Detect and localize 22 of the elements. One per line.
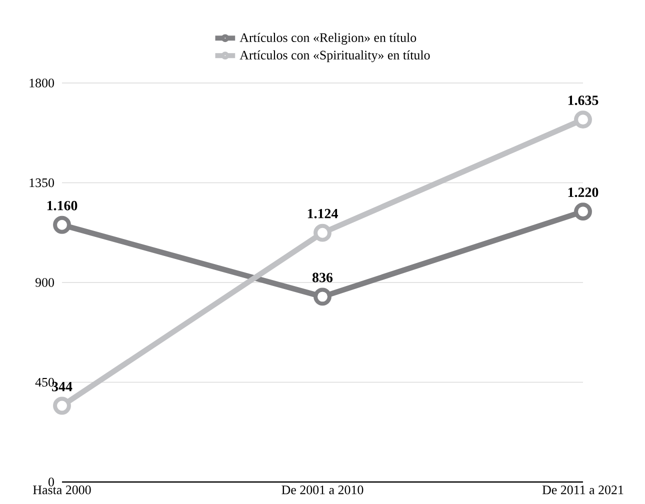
data-label: 836 [312, 272, 333, 282]
x-tick-label: De 2001 a 2010 [282, 486, 364, 494]
data-label: 1.160 [47, 200, 78, 210]
y-tick-label: 450 [35, 378, 54, 387]
y-tick-label: 1350 [30, 178, 54, 188]
point [574, 202, 592, 221]
data-label: 1.220 [568, 188, 598, 198]
legend-label: Artículos con «Religion» en título [240, 32, 416, 45]
y-tick-label: 0 [48, 478, 54, 486]
point [53, 216, 71, 234]
x-tick-label: De 2011 a 2021 [542, 486, 624, 494]
point [314, 288, 332, 306]
point [574, 110, 592, 129]
point [53, 396, 71, 415]
y-tick-label: 900 [35, 278, 54, 287]
x-tick-label: Hasta 2000 [33, 486, 91, 494]
legend-label: Artículos con «Spirituality» en título [240, 50, 430, 62]
point [314, 224, 332, 242]
y-tick-label: 1800 [30, 78, 54, 88]
data-label: 1.124 [308, 208, 338, 218]
data-label: 1.635 [568, 96, 598, 106]
data-label: 344 [52, 382, 72, 392]
